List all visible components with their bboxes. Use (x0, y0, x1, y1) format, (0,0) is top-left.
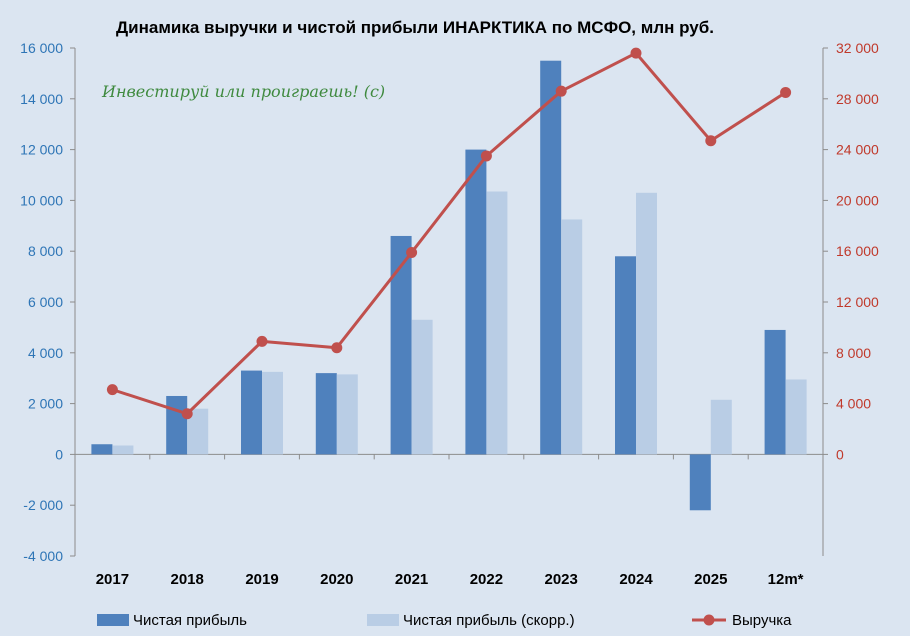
adjusted-net-profit-bar (336, 374, 358, 455)
x-tick-label: 2023 (545, 571, 578, 588)
axes-layer: -4 000 -2 000 0 2 000 4 000 6 000 8 000 10 000 1… (20, 40, 879, 588)
revenue-point (406, 246, 418, 258)
net-profit-bar (689, 454, 711, 511)
x-tick-label: 2017 (96, 571, 129, 588)
net-profit-bar (615, 256, 636, 455)
x-tick-label: 2024 (619, 571, 653, 588)
legend-marker-revenue (703, 614, 715, 626)
left-tick-label: 12 000 (20, 142, 63, 158)
revenue-point (106, 384, 118, 396)
adjusted-net-profit-bar (636, 192, 657, 455)
left-tick-label: 8 000 (28, 243, 63, 259)
right-tick-label: 24 000 (836, 142, 879, 158)
x-tick-label: 2021 (395, 571, 428, 588)
right-tick-label: 12 000 (836, 294, 879, 310)
net-profit-bar (540, 60, 562, 455)
revenue-point (705, 135, 717, 147)
adjusted-net-profit-bar (486, 191, 508, 455)
x-tick-label: 2018 (171, 571, 204, 588)
left-tick-label: 16 000 (20, 40, 63, 56)
revenue-point (780, 86, 792, 98)
adjusted-net-profit-bar (262, 371, 283, 455)
bars-layer (91, 60, 807, 511)
x-tick-label: 2020 (320, 571, 353, 588)
adjusted-net-profit-bar (411, 319, 433, 455)
legend-swatch-adjusted-net-profit (367, 614, 399, 626)
left-tick-label: 2 000 (28, 396, 63, 412)
revenue-line (111, 51, 787, 416)
revenue-point (555, 85, 567, 97)
adjusted-net-profit-bar (187, 408, 209, 455)
net-profit-bar (91, 444, 113, 455)
right-tick-label: 28 000 (836, 91, 879, 107)
right-tick-label: 20 000 (836, 192, 879, 208)
adjusted-net-profit-bar (785, 379, 807, 455)
net-profit-bar (390, 235, 412, 455)
net-profit-bar (166, 395, 188, 455)
left-tick-label: 4 000 (28, 345, 63, 361)
left-tick-label: 10 000 (20, 192, 63, 208)
legend: Чистая прибыль Чистая прибыль (скорр.) Выр… (97, 612, 792, 629)
x-tick-label: 2022 (470, 571, 503, 588)
right-tick-label: 32 000 (836, 40, 879, 56)
revenue-point (181, 408, 193, 420)
legend-label-revenue: Выручка (732, 612, 792, 629)
net-profit-bar (465, 149, 487, 455)
x-tick-label: 2025 (694, 571, 727, 588)
left-tick-label: 6 000 (28, 294, 63, 310)
left-tick-label: -2 000 (23, 497, 63, 513)
adjusted-net-profit-bar (112, 445, 134, 455)
adjusted-net-profit-bar (561, 219, 583, 455)
left-tick-label: -4 000 (23, 548, 63, 564)
x-tick-label: 2019 (245, 571, 278, 588)
right-tick-label: 16 000 (836, 243, 879, 259)
right-tick-label: 8 000 (836, 345, 871, 361)
left-tick-label: 0 (55, 446, 63, 462)
net-profit-bar (315, 373, 337, 455)
adjusted-net-profit-bar (710, 399, 732, 455)
right-tick-label: 4 000 (836, 396, 871, 412)
left-tick-label: 14 000 (20, 91, 63, 107)
net-profit-bar (764, 329, 786, 455)
revenue-line-layer (106, 47, 792, 420)
chart-title: Динамика выручки и чистой прибыли ИНАРКТ… (116, 18, 714, 37)
x-tick-label: 12m* (768, 571, 804, 588)
revenue-point (331, 342, 343, 354)
right-tick-label: 0 (836, 446, 844, 462)
revenue-point (630, 47, 642, 59)
revenue-point (256, 335, 268, 347)
legend-label-net-profit: Чистая прибыль (133, 612, 247, 629)
legend-swatch-net-profit (97, 614, 129, 626)
legend-label-adjusted-net-profit: Чистая прибыль (скорр.) (403, 612, 575, 629)
watermark-text: Инвестируй или проиграешь! (с) (101, 82, 385, 101)
net-profit-bar (241, 370, 262, 455)
revenue-point (480, 150, 492, 162)
